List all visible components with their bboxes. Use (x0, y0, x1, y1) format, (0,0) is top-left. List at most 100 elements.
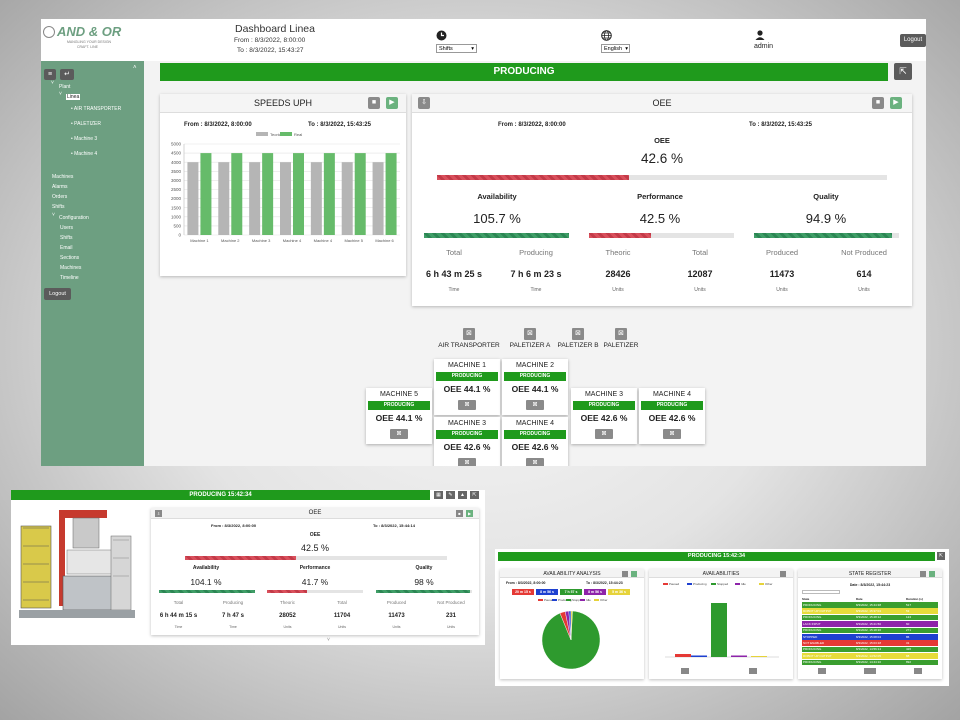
machine-card[interactable]: MACHINE 3 PRODUCING OEE 42.6 % ⊠ (434, 417, 500, 466)
play-icon[interactable]: ▶ (386, 97, 398, 109)
sidebar-item-orders[interactable]: Orders (52, 194, 68, 200)
table-row[interactable]: PRODUCING 8/3/2022, 15:44:38 517 (802, 602, 938, 608)
machine-card[interactable]: MACHINE 3 PRODUCING OEE 42.6 % ⊠ (571, 388, 637, 444)
sidebar: ≡ ↵ ˄ ˅ Plant ˅ Linea • AIR TRANSPORTER … (41, 61, 144, 466)
edit-icon[interactable]: ✎ (446, 491, 455, 499)
register-search-input[interactable] (802, 590, 840, 594)
machine-performance-progress (267, 590, 363, 593)
top-bar: AND & OR MANGLING YOUR DESIGN CRAFT. LIN… (41, 19, 926, 61)
download-icon[interactable]: ⇩ (155, 510, 162, 517)
table-row[interactable]: PRODUCING 8/3/2022, 14:44:10 892 (802, 659, 938, 666)
table-row[interactable]: PRODUCING 8/3/2022, 14:56:14 426 (802, 646, 938, 653)
station-paletizer[interactable]: ⊠ PALETIZER (603, 328, 639, 349)
machine-card[interactable]: MACHINE 1 PRODUCING OEE 44.1 % ⊠ (434, 359, 500, 415)
cell-state: ROBOT UP OUTPUT (803, 653, 832, 658)
cell-state: STOPPED (803, 634, 818, 639)
play-icon[interactable] (929, 571, 935, 577)
tree-expand-icon[interactable]: ˅ (51, 80, 54, 86)
cell-dur: 426 (906, 647, 912, 652)
cell-state: PRODUCING (803, 647, 822, 652)
tree-item[interactable]: • Machine 4 (71, 151, 98, 157)
menu-icon[interactable]: ≡ (44, 69, 56, 80)
external-link-icon[interactable]: ⇱ (894, 63, 912, 80)
sidebar-item-sections[interactable]: Sections (60, 255, 80, 261)
machine-detail-icon[interactable]: ⊠ (458, 400, 476, 410)
station-paletizer-b[interactable]: ⊠ PALETIZER B (557, 328, 599, 349)
table-row[interactable]: NOT ENABLED 8/3/2022, 15:03:18 31 (802, 640, 938, 646)
sidebar-item-configuration[interactable]: Configuration (59, 215, 89, 221)
upload-icon[interactable]: ▲ (458, 491, 467, 499)
external-link-icon[interactable]: ⇱ (937, 552, 945, 560)
tree-expand-icon[interactable]: ˅ (52, 212, 55, 218)
shifts-select[interactable]: Shifts ▾ (436, 44, 477, 53)
bar-teorica (187, 162, 199, 235)
cell-date: 8/3/2022, 14:56:14 (856, 647, 882, 652)
grid-icon[interactable]: ▦ (434, 491, 443, 499)
stop-icon[interactable] (920, 571, 926, 577)
stop-icon[interactable]: ■ (368, 97, 380, 109)
tree-item[interactable]: • AIR TRANSPORTER (71, 106, 122, 112)
sidebar-item-machines[interactable]: Machines (52, 174, 74, 180)
language-select[interactable]: English ▾ (601, 44, 630, 53)
machine-detail-icon[interactable]: ⊠ (458, 458, 476, 466)
machine-availability-label: Availability (192, 565, 220, 571)
stop-icon[interactable]: ■ (872, 97, 884, 109)
y-tick-label: 500 (173, 224, 181, 229)
tree-item-plant[interactable]: Plant (59, 84, 71, 90)
stat-label: Total (337, 600, 347, 605)
station-paletizer-a[interactable]: ⊠ PALETIZER A (509, 328, 551, 349)
station-air-transporter[interactable]: ⊠ AIR TRANSPORTER (438, 328, 500, 349)
sidebar-item-machines-config[interactable]: Machines (60, 265, 82, 271)
next-page-icon[interactable] (914, 668, 922, 674)
table-row[interactable]: LACK INPUT 8/3/2022, 15:21:50 60 (802, 621, 938, 627)
stop-icon[interactable] (681, 668, 689, 674)
machine-card[interactable]: MACHINE 2 PRODUCING OEE 44.1 % ⊠ (502, 359, 568, 415)
legend-item: Producing (687, 582, 707, 586)
legend-swatch (580, 599, 585, 602)
download-icon[interactable]: ⇩ (418, 97, 430, 109)
tree-expand-icon[interactable]: ˅ (59, 91, 62, 97)
machine-detail-icon[interactable]: ⊠ (526, 458, 544, 466)
content-area: PRODUCING ⇱ SPEEDS UPH ■ ▶ From : 8/3/20… (144, 61, 926, 466)
machine-card[interactable]: MACHINE 5 PRODUCING OEE 44.1 % ⊠ (366, 388, 432, 444)
scroll-down-icon[interactable]: ˅ (327, 637, 330, 643)
table-row[interactable]: PRODUCING 8/3/2022, 15:18:36 271 (802, 627, 938, 634)
machine-card[interactable]: MACHINE 4 PRODUCING OEE 42.6 % ⊠ (502, 417, 568, 466)
table-row[interactable]: STOPPED 8/3/2022, 15:08:04 86 (802, 634, 938, 640)
tree-item-linea[interactable]: Linea (66, 94, 81, 100)
sidebar-logout-button[interactable]: Logout (44, 288, 71, 300)
prev-page-icon[interactable] (818, 668, 826, 674)
availability-bar (675, 654, 691, 657)
play-icon[interactable]: ▶ (466, 510, 473, 517)
settings-icon[interactable] (780, 571, 786, 577)
machine-detail-icon[interactable]: ⊠ (526, 400, 544, 410)
external-link-icon[interactable]: ⇱ (470, 491, 479, 499)
table-row[interactable]: ROBOT UP OUTPUT 8/3/2022, 14:52:05 88 (802, 653, 938, 659)
machine-detail-icon[interactable]: ⊠ (595, 429, 613, 439)
oee-label: OEE (654, 136, 670, 145)
sidebar-item-email[interactable]: Email (60, 245, 73, 251)
play-icon[interactable] (749, 668, 757, 674)
tree-item[interactable]: • Machine 3 (71, 136, 98, 142)
x-tick-label: Machine 2 (221, 238, 240, 243)
sidebar-item-users[interactable]: Users (60, 225, 74, 231)
table-row[interactable]: PRODUCING 8/3/2022, 15:28:12 124 (802, 614, 938, 621)
back-arrow-icon[interactable]: ↵ (60, 69, 74, 80)
sidebar-item-timeline[interactable]: Timeline (60, 275, 79, 281)
table-row[interactable]: ROBOT UP OUTPUT 8/3/2022, 15:37:04 53 (802, 608, 938, 614)
page-indicator[interactable] (864, 668, 876, 674)
play-icon[interactable] (631, 571, 637, 577)
collapse-chevron-icon[interactable]: ˄ (133, 65, 137, 71)
machine-detail-icon[interactable]: ⊠ (390, 429, 408, 439)
tree-item[interactable]: • PALETIZER (71, 121, 101, 127)
sidebar-item-shifts[interactable]: Shifts (52, 204, 65, 210)
stop-icon[interactable] (622, 571, 628, 577)
stop-icon[interactable]: ■ (456, 510, 463, 517)
sidebar-item-alarms[interactable]: Alarms (52, 184, 68, 190)
sidebar-item-shifts-config[interactable]: Shifts (60, 235, 73, 241)
logout-button[interactable]: Logout (900, 34, 926, 47)
play-icon[interactable]: ▶ (890, 97, 902, 109)
machine-card[interactable]: MACHINE 4 PRODUCING OEE 42.6 % ⊠ (639, 388, 705, 444)
machine-detail-icon[interactable]: ⊠ (663, 429, 681, 439)
cell-date: 8/3/2022, 15:44:38 (856, 602, 882, 607)
